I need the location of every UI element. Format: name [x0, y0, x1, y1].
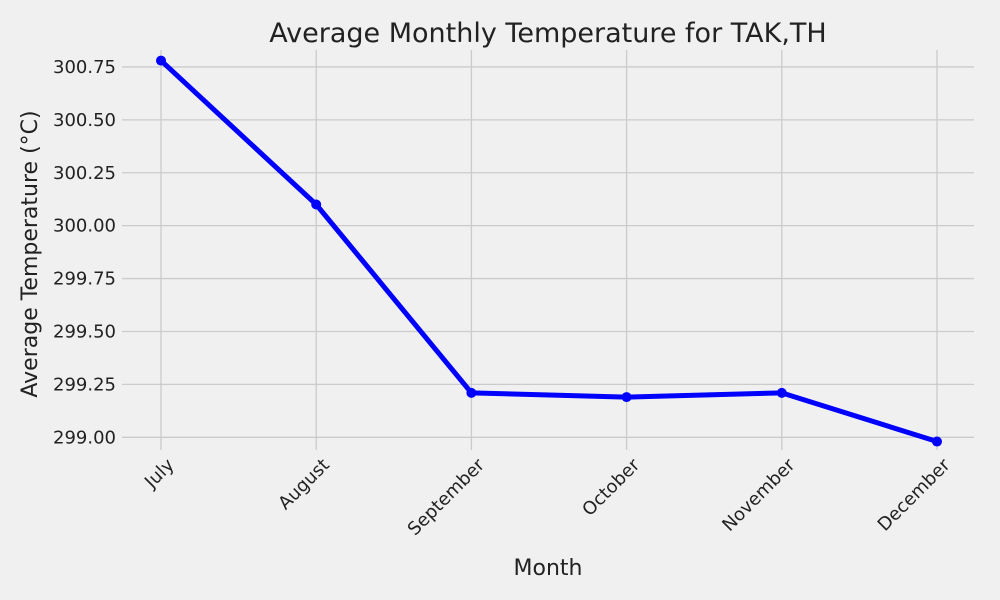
x-tick-label: July: [140, 454, 179, 493]
y-tick-label: 299.50: [53, 321, 116, 342]
x-tick-label: October: [578, 454, 644, 520]
y-tick-label: 300.50: [53, 110, 116, 131]
x-axis-ticks: July August September October November Decemb…: [140, 454, 955, 540]
data-point: [156, 55, 166, 66]
x-tick-label: November: [718, 454, 799, 535]
x-tick-label: December: [874, 454, 955, 535]
data-point: [932, 436, 942, 447]
x-tick-label: August: [274, 455, 333, 514]
y-tick-label: 299.75: [53, 269, 116, 290]
x-tick-label: September: [404, 454, 490, 540]
y-tick-label: 300.25: [53, 163, 116, 184]
series-line: [158, 58, 940, 445]
grid-lines: [122, 50, 974, 450]
data-point: [466, 387, 477, 398]
data-point: [311, 199, 322, 210]
data-point: [621, 392, 632, 403]
y-axis-label: Average Temperature (°C): [18, 110, 43, 397]
chart-title: Average Monthly Temperature for TAK,TH: [269, 18, 826, 49]
y-tick-label: 299.25: [53, 374, 116, 395]
y-tick-label: 300.00: [53, 216, 116, 237]
y-tick-label: 300.75: [53, 57, 116, 78]
series-group: [156, 55, 942, 447]
y-axis-ticks: 299.00 299.25 299.50 299.75 300.00 300.25 300.…: [53, 57, 116, 448]
y-tick-label: 299.00: [53, 427, 116, 448]
data-point: [776, 387, 787, 398]
x-axis-label: Month: [514, 556, 583, 581]
